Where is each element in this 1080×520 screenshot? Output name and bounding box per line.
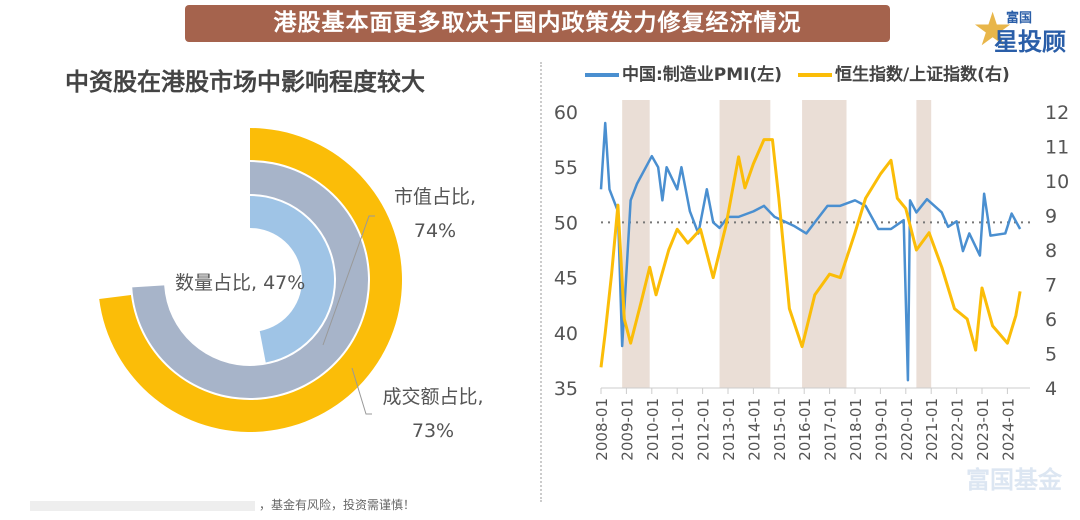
shaded-period-2 — [802, 100, 847, 388]
star-icon: ★ — [972, 2, 1014, 56]
y-right-tick-label: 10 — [1045, 171, 1069, 193]
y-left-tick-label: 60 — [554, 102, 578, 124]
left-chart-title: 中资股在港股市场中影响程度较大 — [65, 68, 425, 96]
y-left-tick-label: 40 — [554, 323, 578, 345]
header-banner: 港股基本面更多取决于国内政策发力修复经济情况 — [185, 5, 890, 42]
shaded-period-0 — [622, 100, 650, 388]
y-left-tick-label: 45 — [554, 268, 578, 290]
leader-line-turnover — [351, 367, 372, 415]
brand-logo: ★ 富国 星投顾 — [972, 2, 1072, 56]
label-count: 数量占比, 47% — [175, 272, 306, 294]
radial-bar-chart — [99, 128, 403, 432]
y-right-tick-label: 11 — [1045, 137, 1069, 159]
x-tick-label: 2016-01 — [796, 398, 814, 461]
x-tick-label: 2017-01 — [822, 398, 840, 461]
x-tick-label: 2022-01 — [949, 398, 967, 461]
logo-line2: 星投顾 — [994, 28, 1066, 56]
x-tick-label: 2018-01 — [847, 398, 865, 461]
legend-ratio: 恒生指数/上证指数(右) — [834, 65, 1010, 85]
shaded-period-3 — [916, 100, 932, 388]
chart-legend: 中国:制造业PMI(左) 恒生指数/上证指数(右) — [585, 60, 1010, 85]
y-right-tick-label: 8 — [1045, 240, 1057, 262]
legend-pmi: 中国:制造业PMI(左) — [622, 65, 783, 85]
y-right-tick-label: 7 — [1045, 275, 1057, 297]
series-line-0 — [599, 121, 1022, 382]
y-left-tick-label: 50 — [554, 212, 578, 234]
x-tick-label: 2013-01 — [720, 398, 738, 461]
x-tick-label: 2012-01 — [695, 398, 713, 461]
x-tick-label: 2011-01 — [669, 398, 687, 461]
y-right-tick-label: 12 — [1045, 102, 1069, 124]
x-tick-label: 2015-01 — [771, 398, 789, 461]
label-market-cap: 市值占比, 74% — [393, 186, 477, 242]
logo-line1: 富国 — [1006, 11, 1033, 26]
y-left-tick-label: 55 — [554, 157, 578, 179]
y-right-tick-label: 5 — [1045, 344, 1057, 366]
leader-line-market-cap — [322, 215, 375, 346]
x-tick-label: 2009-01 — [618, 398, 636, 461]
watermark: 富国基金 — [966, 466, 1062, 494]
legend-swatch-ratio — [797, 73, 832, 77]
x-tick-label: 2021-01 — [923, 398, 941, 461]
label-turnover: 成交额占比, 73% — [382, 386, 484, 442]
legend-swatch-pmi — [585, 73, 619, 77]
x-tick-label: 2024-01 — [999, 398, 1017, 461]
x-tick-label: 2023-01 — [974, 398, 992, 461]
y-left-tick-label: 35 — [554, 378, 578, 400]
y-right-tick-label: 4 — [1045, 378, 1057, 400]
disclaimer: ，基金有风险，投资需谨慎！ — [30, 496, 415, 513]
x-tick-label: 2014-01 — [745, 398, 763, 461]
divider — [540, 62, 542, 502]
x-tick-label: 2019-01 — [872, 398, 890, 461]
x-tick-label: 2008-01 — [593, 398, 611, 461]
series-line-1 — [599, 138, 1022, 368]
x-tick-label: 2010-01 — [644, 398, 662, 461]
x-tick-label: 2020-01 — [898, 398, 916, 461]
y-right-tick-label: 6 — [1045, 309, 1057, 331]
y-right-tick-label: 9 — [1045, 206, 1057, 228]
radial-bar-2 — [250, 196, 334, 363]
